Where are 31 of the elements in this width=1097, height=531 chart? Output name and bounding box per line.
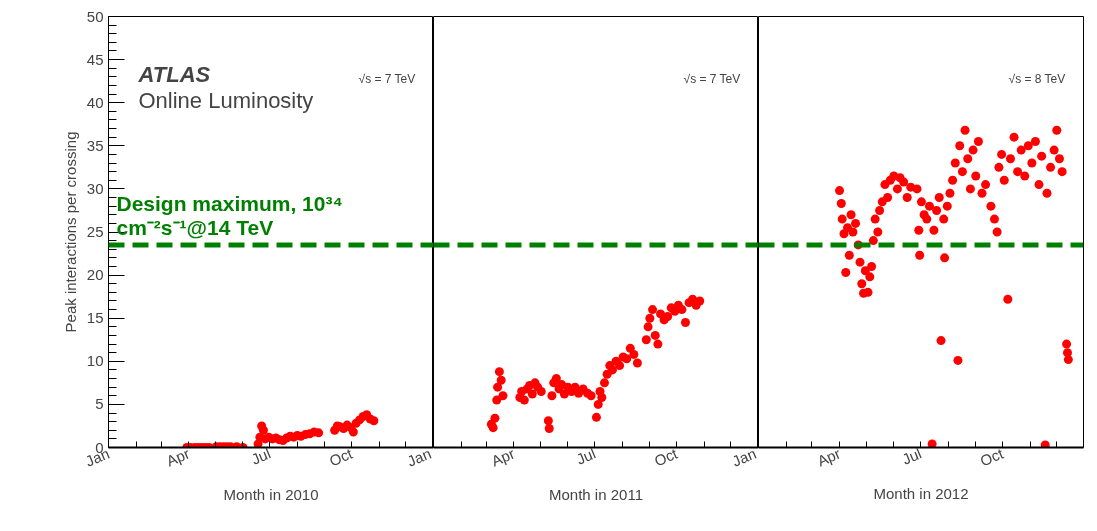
annotation: √s = 8 TeV [1008, 71, 1066, 86]
x-tick-label: Jan [729, 444, 759, 470]
y-tick-label: 20 [86, 266, 104, 284]
y-tick-label: 40 [86, 93, 104, 111]
y-tick-label: 10 [86, 352, 104, 370]
y-axis-title: Peak interactions per crossing [61, 131, 79, 333]
x-tick-label: Oct [651, 444, 681, 470]
x-axis-title: Month in 2012 [873, 485, 969, 503]
x-tick-label: Apr [488, 444, 517, 470]
y-tick-label: 30 [86, 179, 104, 197]
annotation: √s = 7 TeV [683, 71, 741, 86]
y-tick-label: 25 [86, 223, 104, 240]
x-tick-label: Jul [573, 444, 598, 468]
annotation: √s = 7 TeV [358, 71, 416, 86]
ref-line-label: Design maximum, 10³⁴ cm⁻²s⁻¹@14 TeV [116, 191, 343, 239]
y-tick-label: 5 [95, 395, 104, 413]
x-axis-title: Month in 2011 [549, 485, 643, 503]
y-tick-label: 15 [86, 309, 104, 327]
x-tick-label: Jan [404, 444, 434, 470]
x-tick-label: Jul [248, 444, 273, 468]
annotation: Online Luminosity [138, 87, 314, 113]
x-tick-label: Oct [977, 444, 1007, 470]
y-tick-label: 50 [86, 7, 104, 25]
y-tick-label: 35 [86, 136, 104, 154]
annotation: ATLAS [137, 61, 211, 87]
x-tick-label: Apr [814, 444, 843, 470]
x-tick-label: Apr [163, 444, 192, 470]
x-tick-label: Oct [326, 444, 356, 470]
x-tick-label: Jul [899, 444, 924, 468]
y-tick-label: 45 [86, 50, 104, 68]
x-axis-title: Month in 2010 [223, 485, 319, 503]
